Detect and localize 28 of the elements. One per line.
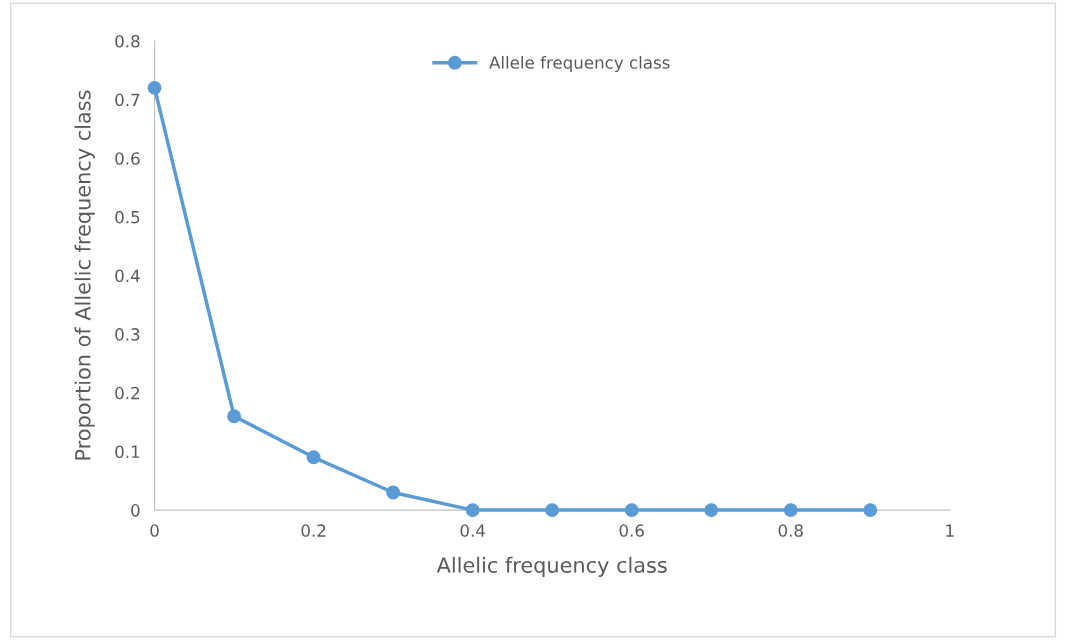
x-tick-label: 0.6: [619, 524, 644, 537]
y-tick-label: 0.4: [115, 269, 140, 283]
y-tick-label: 0.1: [115, 445, 140, 459]
x-tick-label: 1: [946, 524, 954, 537]
point: [227, 409, 242, 424]
point: [306, 450, 321, 465]
y-tick-label: 0.8: [115, 34, 140, 48]
y-tick-label: 0.2: [115, 386, 140, 400]
y-tick-label: 0.7: [115, 93, 140, 107]
y-tick-label: 0.5: [115, 210, 140, 224]
x-axis-title: Allelic frequency class: [436, 556, 667, 577]
y-tick-label: 0: [131, 504, 140, 517]
point: [545, 503, 560, 518]
y-tick-label: 0.6: [115, 152, 140, 165]
point: [863, 503, 878, 518]
point: [624, 503, 639, 518]
x-tick-label: 0.8: [778, 524, 803, 537]
x-tick-label: 0: [150, 524, 159, 537]
y-tick-label: 0.3: [115, 328, 140, 341]
point: [465, 503, 480, 518]
y-axis-title: Proportion of Allelic frequency class: [74, 90, 95, 460]
point: [147, 80, 162, 95]
point: [704, 503, 719, 518]
point: [783, 503, 798, 518]
point: [386, 485, 401, 500]
legend-label: Allele frequency class: [489, 55, 670, 73]
x-tick-label: 0.2: [301, 524, 326, 537]
x-tick-label: 0.4: [460, 524, 485, 537]
